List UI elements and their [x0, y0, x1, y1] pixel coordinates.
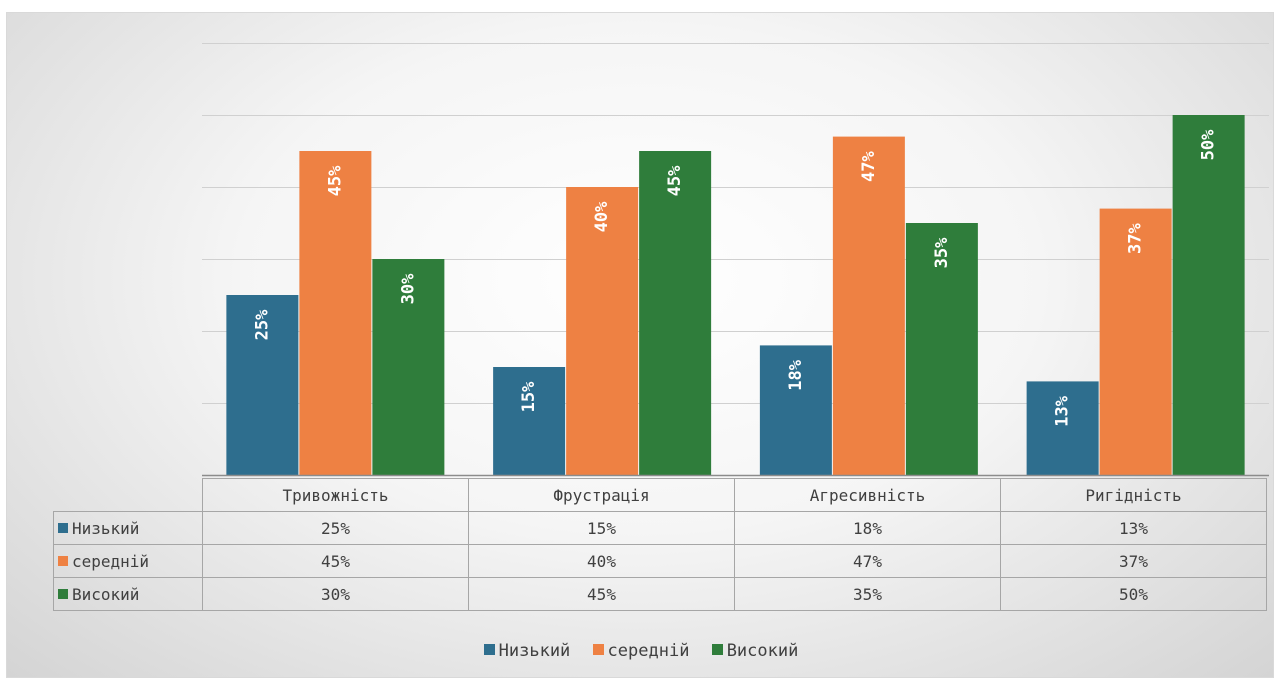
- table-cell: 15%: [468, 511, 735, 545]
- series-name: Низький: [72, 518, 140, 538]
- data-label: 18%: [786, 359, 806, 390]
- data-label: 47%: [859, 150, 879, 181]
- bar-plot: 25% 15% 18% 13% 45% 40% 47% 37% 30% 45% 35% 50%: [202, 43, 1269, 477]
- bar: [566, 187, 639, 475]
- bar: [639, 151, 712, 475]
- table-category-header: Ригідність: [1000, 478, 1267, 512]
- legend-item: середній: [592, 641, 690, 661]
- chart-frame: 25% 15% 18% 13% 45% 40% 47% 37% 30% 45% 35% 50% Три…: [6, 12, 1274, 678]
- table-cell: 47%: [734, 544, 1001, 578]
- table-row-header: середній: [53, 544, 203, 578]
- table-cell: 50%: [1000, 577, 1267, 611]
- data-label: 50%: [1199, 129, 1219, 160]
- bar: [759, 345, 832, 475]
- bar: [226, 295, 299, 475]
- legend-key-icon: [58, 522, 68, 533]
- data-label: 45%: [325, 165, 345, 196]
- series-name: Високий: [72, 584, 140, 604]
- legend-key-icon: [483, 644, 495, 655]
- data-label: 15%: [519, 381, 539, 412]
- table-row-header: Низький: [53, 511, 203, 545]
- table-cell: 13%: [1000, 511, 1267, 545]
- table-header-row: Тривожність Фрустрація Агресивність Ригі…: [53, 478, 1267, 512]
- table-row: Високий 30% 45% 35% 50%: [53, 577, 1267, 611]
- data-label: 40%: [592, 201, 612, 232]
- table-category-header: Фрустрація: [468, 478, 735, 512]
- table-category-header: Тривожність: [202, 478, 469, 512]
- table-corner: [53, 478, 203, 512]
- table-cell: 18%: [734, 511, 1001, 545]
- data-label: 45%: [665, 165, 685, 196]
- legend-label: середній: [607, 641, 690, 661]
- table-row: середній 45% 40% 47% 37%: [53, 544, 1267, 578]
- bar: [299, 151, 372, 475]
- legend: Низький середній Високий: [7, 641, 1275, 661]
- data-table: Тривожність Фрустрація Агресивність Ригі…: [53, 478, 1267, 611]
- table-row: Низький 25% 15% 18% 13%: [53, 511, 1267, 545]
- bar: [1099, 208, 1172, 475]
- legend-item: Низький: [483, 641, 571, 661]
- table-cell: 45%: [468, 577, 735, 611]
- bar: [372, 259, 445, 475]
- table-row-header: Високий: [53, 577, 203, 611]
- data-label: 37%: [1126, 222, 1146, 253]
- table-cell: 40%: [468, 544, 735, 578]
- data-label: 13%: [1053, 395, 1073, 426]
- data-label: 25%: [252, 309, 272, 340]
- table-category-header: Агресивність: [734, 478, 1001, 512]
- legend-label: Високий: [726, 641, 799, 661]
- series-name: середній: [72, 551, 150, 571]
- table-cell: 30%: [202, 577, 469, 611]
- legend-key-icon: [592, 644, 604, 655]
- bar: [905, 223, 978, 475]
- legend-key-icon: [711, 644, 723, 655]
- table-cell: 45%: [202, 544, 469, 578]
- legend-item: Високий: [711, 641, 799, 661]
- table-cell: 37%: [1000, 544, 1267, 578]
- legend-key-icon: [58, 588, 68, 599]
- bar: [832, 136, 905, 475]
- legend-key-icon: [58, 555, 68, 566]
- bar: [493, 367, 566, 475]
- legend-label: Низький: [498, 641, 571, 661]
- data-label: 35%: [932, 237, 952, 268]
- bar: [1026, 381, 1099, 475]
- data-label: 30%: [398, 273, 418, 304]
- table-cell: 35%: [734, 577, 1001, 611]
- bar: [1172, 115, 1245, 475]
- table-cell: 25%: [202, 511, 469, 545]
